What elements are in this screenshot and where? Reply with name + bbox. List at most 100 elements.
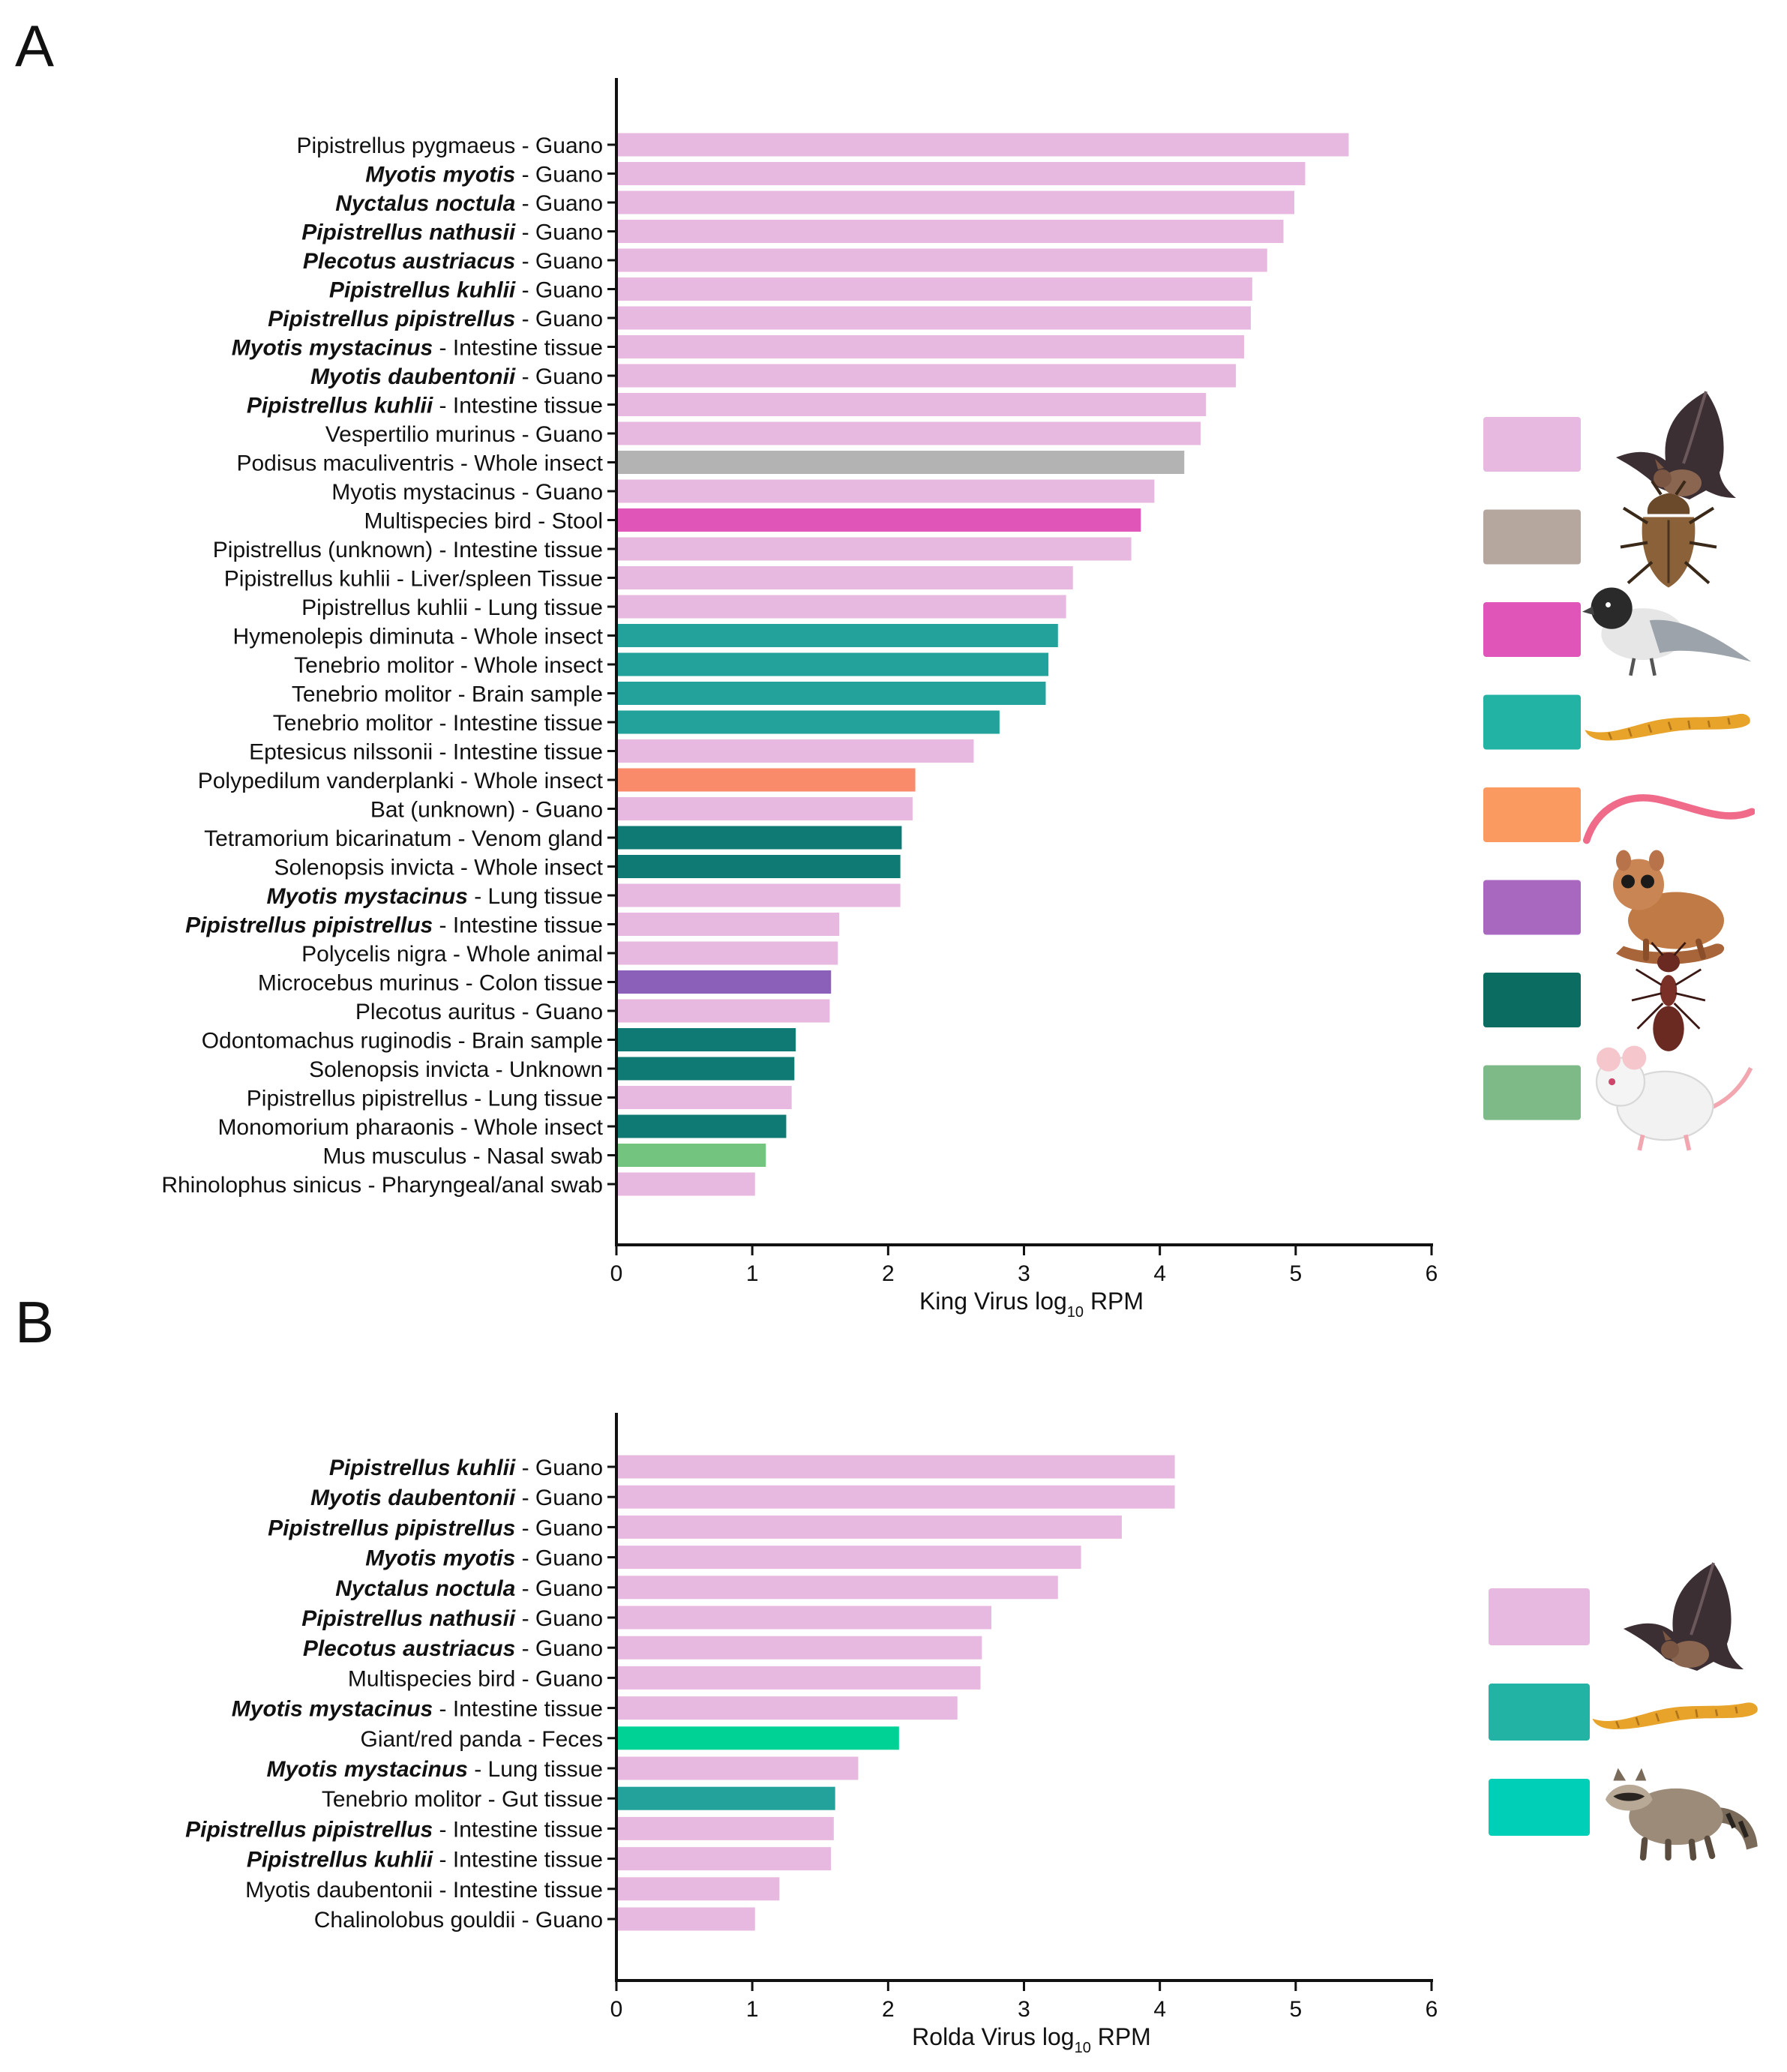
- category-label: Myotis mystacinus - Lung tissue: [266, 884, 603, 909]
- sample-type: - Guano: [515, 220, 603, 245]
- sample-type: - Brain sample: [451, 1029, 603, 1054]
- category-label: Myotis mystacinus - Guano: [331, 480, 603, 505]
- sample-type: - Whole insect: [454, 625, 604, 649]
- sample-type: - Whole insect: [454, 451, 604, 476]
- bar: [618, 1172, 755, 1196]
- bar: [618, 826, 902, 850]
- sample-type: - Guano: [515, 307, 603, 331]
- category-label: Myotis myotis - Guano: [365, 1546, 603, 1571]
- sample-type: - Guano: [515, 1576, 603, 1601]
- x-tick-label: 6: [1426, 1997, 1438, 2022]
- category-label: Multispecies bird - Guano: [348, 1666, 603, 1691]
- bar: [618, 421, 1201, 445]
- sample-type: - Intestine tissue: [433, 1817, 603, 1842]
- category-label: Solenopsis invicta - Whole insect: [274, 856, 603, 880]
- bar: [618, 1086, 792, 1109]
- stink-bug-icon: [1621, 481, 1717, 588]
- panel-letter-b: B: [15, 1289, 54, 1355]
- sample-type: - Lung tissue: [468, 1757, 603, 1782]
- sample-type: - Intestine tissue: [433, 1697, 603, 1722]
- bar: [618, 913, 840, 936]
- species-name: Vespertilio murinus: [325, 422, 515, 447]
- species-name: Chalinolobus gouldii: [314, 1908, 516, 1933]
- sample-type: - Brain sample: [451, 682, 603, 707]
- x-tick-label: 6: [1426, 1261, 1438, 1286]
- species-name: Eptesicus nilssonii: [249, 740, 433, 765]
- bar: [618, 451, 1185, 474]
- x-tick-label: 0: [610, 1997, 623, 2022]
- sample-type: - Guano: [515, 1908, 603, 1933]
- sample-type: - Guano: [515, 364, 603, 389]
- category-label: Pipistrellus kuhlii - Liver/spleen Tissu…: [224, 567, 603, 592]
- mouse-icon: [1597, 1046, 1751, 1150]
- bar: [618, 1114, 787, 1138]
- x-axis-title-main: Rolda Virus log: [912, 2023, 1074, 2050]
- category-label: Pipistrellus pygmaeus - Guano: [296, 133, 603, 158]
- sample-type: - Feces: [522, 1727, 603, 1752]
- bar: [618, 1455, 1175, 1479]
- sample-type: - Guano: [515, 1000, 603, 1024]
- species-name: Polypedilum vanderplanki: [198, 769, 454, 793]
- axes: 0 1 2 3 4 5 6: [607, 1413, 1438, 2022]
- category-label: Plecotus auritus - Guano: [355, 1000, 603, 1024]
- category-label: Plecotus austriacus - Guano: [303, 249, 603, 274]
- species-name: Pipistrellus kuhlii: [224, 567, 391, 592]
- category-label: Pipistrellus kuhlii - Intestine tissue: [247, 394, 603, 418]
- mealworm-icon: [1593, 1702, 1758, 1729]
- raccoon-icon: [1606, 1768, 1758, 1858]
- bar-series: [618, 133, 1349, 1196]
- species-name: Pipistrellus pipistrellus: [247, 1087, 468, 1111]
- legend-swatch: [1483, 880, 1581, 935]
- species-name: Myotis mystacinus: [232, 1697, 433, 1722]
- bar: [618, 306, 1252, 330]
- sample-type: - Lung tissue: [468, 595, 603, 620]
- bar: [618, 1546, 1081, 1570]
- sample-type: - Colon tissue: [459, 971, 603, 996]
- sample-type: - Guano: [515, 1546, 603, 1571]
- category-label: Pipistrellus pipistrellus - Intestine ti…: [185, 1817, 603, 1842]
- species-name: Nyctalus noctula: [335, 1576, 515, 1601]
- bar: [618, 941, 838, 965]
- species-name: Pipistrellus pipistrellus: [268, 307, 515, 331]
- bar: [618, 1877, 780, 1901]
- mealworm-icon: [1585, 714, 1750, 741]
- species-name: Myotis mystacinus: [331, 480, 515, 505]
- bar: [618, 133, 1349, 157]
- bar: [618, 162, 1306, 185]
- sample-type: - Guano: [515, 1516, 603, 1540]
- bar: [618, 883, 901, 907]
- species-name: Plecotus auritus: [355, 1000, 515, 1024]
- x-tick-label: 2: [882, 1997, 895, 2022]
- bar: [618, 855, 901, 878]
- species-name: Tenebrio molitor: [322, 1787, 481, 1812]
- bar: [618, 479, 1155, 503]
- bar: [618, 335, 1244, 358]
- species-name: Solenopsis invicta: [274, 856, 454, 880]
- x-tick-label: 3: [1018, 1997, 1030, 2022]
- bar: [618, 220, 1284, 243]
- category-label: Myotis mystacinus - Intestine tissue: [232, 336, 603, 361]
- bar: [618, 595, 1066, 619]
- bar: [618, 797, 913, 820]
- category-label: Nyctalus noctula - Guano: [335, 191, 603, 216]
- bar: [618, 1576, 1058, 1600]
- bar: [618, 1057, 795, 1081]
- sample-type: - Pharyngeal/anal swab: [361, 1173, 603, 1198]
- panel-letter-a: A: [15, 13, 54, 79]
- category-label: Bat (unknown) - Guano: [370, 798, 603, 823]
- bird-icon: [1582, 588, 1751, 676]
- species-name: Bat (unknown): [370, 798, 515, 823]
- sample-type: - Guano: [515, 278, 603, 303]
- species-name: Polycelis nigra: [301, 942, 447, 967]
- x-axis-title: King Virus log10 RPM: [919, 1288, 1144, 1321]
- sample-type: - Guano: [515, 249, 603, 274]
- species-name: Pipistrellus nathusii: [301, 1606, 516, 1631]
- sample-type: - Intestine tissue: [433, 1878, 603, 1903]
- bar: [618, 277, 1252, 301]
- species-name: Myotis mystacinus: [266, 1757, 467, 1782]
- sample-type: - Guano: [515, 422, 603, 447]
- species-name: Multispecies bird: [348, 1666, 515, 1691]
- worm-icon: [1587, 798, 1752, 841]
